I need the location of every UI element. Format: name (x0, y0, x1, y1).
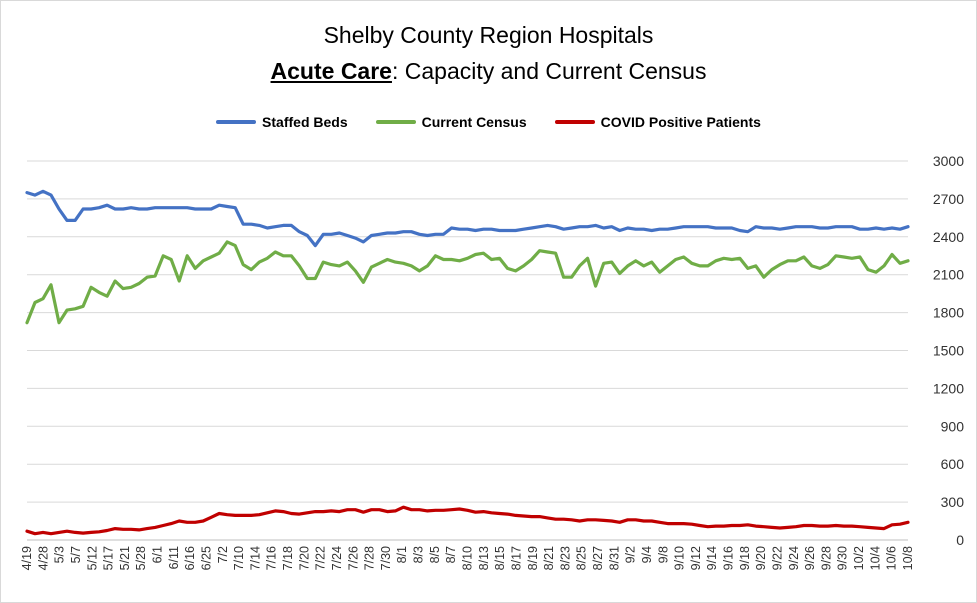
x-tick-label: 4/28 (36, 546, 50, 570)
y-tick-label: 2700 (933, 191, 964, 207)
x-tick-label: 8/31 (607, 546, 621, 570)
x-tick-label: 8/5 (428, 546, 442, 563)
x-tick-label: 5/3 (53, 546, 67, 563)
gridlines (27, 160, 908, 541)
x-tick-label: 10/2 (852, 546, 866, 570)
x-tick-label: 6/25 (199, 546, 213, 570)
x-tick-label: 7/28 (363, 546, 377, 570)
x-tick-label: 9/18 (738, 546, 752, 570)
x-tick-label: 5/28 (134, 546, 148, 570)
legend-swatch-staffed-beds (216, 120, 257, 124)
x-tick-label: 7/16 (265, 546, 279, 570)
x-tick-label: 5/17 (102, 546, 116, 570)
x-tick-label: 9/20 (754, 546, 768, 570)
y-tick-label: 1500 (933, 343, 964, 359)
x-tick-label: 10/4 (868, 546, 882, 570)
x-tick-label: 7/18 (281, 546, 295, 570)
x-tick-label: 8/21 (542, 546, 556, 570)
x-tick-label: 10/6 (885, 546, 899, 570)
x-tick-label: 9/14 (705, 546, 719, 570)
x-tick-label: 8/25 (575, 546, 589, 570)
x-tick-label: 9/26 (803, 546, 817, 570)
y-tick-label: 2400 (933, 229, 964, 245)
x-tick-label: 7/22 (314, 546, 328, 570)
x-tick-label: 4/19 (20, 546, 34, 570)
x-tick-label: 8/23 (558, 546, 572, 570)
legend-label-covid-positive: COVID Positive Patients (600, 114, 761, 130)
x-tick-label: 9/28 (819, 546, 833, 570)
y-tick-label: 900 (941, 418, 965, 434)
x-tick-label: 8/27 (591, 546, 605, 570)
x-tick-label: 8/7 (444, 546, 458, 563)
x-tick-label: 8/10 (461, 546, 475, 570)
x-tick-label: 8/17 (509, 546, 523, 570)
x-tick-label: 7/20 (297, 546, 311, 570)
chart-title-line1: Shelby County Region Hospitals (323, 22, 654, 48)
x-tick-label: 7/30 (379, 546, 393, 570)
series-line-current-census (25, 240, 910, 325)
y-tick-label: 1200 (933, 380, 964, 396)
series-lines (25, 189, 910, 536)
x-tick-label: 9/2 (624, 546, 638, 563)
x-tick-label: 5/12 (85, 546, 99, 570)
legend-item-current-census: Current Census (375, 114, 527, 130)
series-line-covid-positive-patients (25, 505, 910, 536)
x-tick-label: 7/10 (232, 546, 246, 570)
y-tick-label: 2100 (933, 267, 964, 283)
x-tick-label: 6/1 (151, 546, 165, 563)
x-tick-label: 8/13 (477, 546, 491, 570)
legend-item-staffed-beds: Staffed Beds (216, 114, 348, 130)
x-tick-label: 7/2 (216, 546, 230, 563)
x-tick-label: 8/15 (493, 546, 507, 570)
series-line-staffed-beds (25, 189, 910, 248)
chart-legend: Staffed Beds Current Census COVID Positi… (0, 111, 977, 133)
y-tick-label: 300 (941, 494, 965, 510)
x-tick-label: 9/4 (640, 546, 654, 563)
x-tick-label: 9/24 (787, 546, 801, 570)
chart-title-line2: Acute Care: Capacity and Current Census (0, 58, 977, 85)
x-tick-label: 5/21 (118, 546, 132, 570)
x-tick-label: 9/8 (656, 546, 670, 563)
chart-title-rest: : Capacity and Current Census (391, 58, 707, 84)
x-axis-ticks: 4/19 4/28 5/3 5/7 5/12 5/17 5/21 5/28 6/1 6/11 6/1… (20, 546, 915, 570)
x-tick-label: 9/22 (770, 546, 784, 570)
x-tick-label: 5/7 (69, 546, 83, 563)
chart-title-emphasis: Acute Care (270, 58, 392, 84)
x-tick-label: 8/3 (412, 546, 426, 563)
x-tick-label: 10/8 (901, 546, 915, 570)
x-tick-label: 7/14 (248, 546, 262, 570)
x-tick-label: 8/1 (395, 546, 409, 563)
y-tick-label: 600 (941, 456, 965, 472)
legend-label-current-census: Current Census (421, 114, 527, 130)
x-tick-label: 7/26 (346, 546, 360, 570)
x-tick-label: 9/30 (836, 546, 850, 570)
x-tick-label: 7/24 (330, 546, 344, 570)
y-tick-label: 3000 (933, 153, 964, 169)
x-tick-label: 9/12 (689, 546, 703, 570)
y-axis-ticks: 0 300 600 900 1200 1500 1800 2100 2400 2700 3000 (933, 153, 964, 548)
x-tick-label: 9/16 (722, 546, 736, 570)
legend-swatch-current-census (375, 120, 416, 124)
x-tick-label: 6/16 (183, 546, 197, 570)
legend-label-staffed-beds: Staffed Beds (262, 114, 348, 130)
x-tick-label: 8/19 (526, 546, 540, 570)
y-tick-label: 0 (956, 532, 964, 548)
legend-swatch-covid-positive (554, 120, 595, 124)
x-tick-label: 6/11 (167, 546, 181, 569)
legend-item-covid-positive: COVID Positive Patients (554, 114, 761, 130)
x-tick-label: 9/10 (673, 546, 687, 570)
y-tick-label: 1800 (933, 305, 964, 321)
